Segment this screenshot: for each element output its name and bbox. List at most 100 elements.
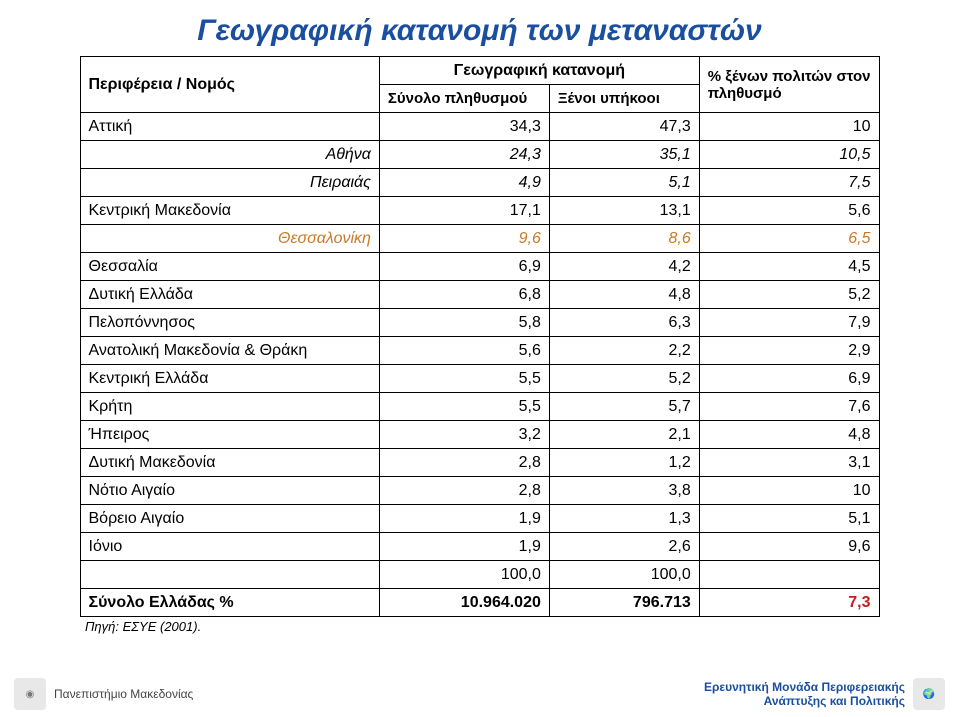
table-container: Περιφέρεια / Νομός Γεωγραφική κατανομή %… xyxy=(80,56,880,617)
table-row: Κεντρική Ελλάδα5,55,26,9 xyxy=(80,365,879,393)
cell-total: 1,9 xyxy=(379,505,549,533)
cell-pct: 5,1 xyxy=(699,505,879,533)
cell-pct: 4,5 xyxy=(699,253,879,281)
cell-pct: 7,5 xyxy=(699,169,879,197)
table-row: Βόρειο Αιγαίο1,91,35,1 xyxy=(80,505,879,533)
cell-totals-foreign: 796.713 xyxy=(549,589,699,617)
page-title: Γεωγραφική κατανομή των μεταναστών xyxy=(0,0,959,56)
cell-totals-label: Σύνολο Ελλάδας % xyxy=(80,589,379,617)
cell-totals-pct: 7,3 xyxy=(699,589,879,617)
cell-pct: 9,6 xyxy=(699,533,879,561)
table-row: Κεντρική Μακεδονία17,113,15,6 xyxy=(80,197,879,225)
cell-region: Θεσσαλία xyxy=(80,253,379,281)
cell-total: 9,6 xyxy=(379,225,549,253)
cell-region: Ανατολική Μακεδονία & Θράκη xyxy=(80,337,379,365)
subtotal-row: 100,0100,0 xyxy=(80,561,879,589)
cell-totals-total: 10.964.020 xyxy=(379,589,549,617)
th-pct: % ξένων πολιτών στον πληθυσμό xyxy=(699,57,879,113)
footer-left-text: Πανεπιστήμιο Μακεδονίας xyxy=(54,687,193,701)
cell-empty xyxy=(699,561,879,589)
table-row: Κρήτη5,55,77,6 xyxy=(80,393,879,421)
table-row: Ήπειρος3,22,14,8 xyxy=(80,421,879,449)
table-row: Αττική34,347,310 xyxy=(80,113,879,141)
footer-left: ◉ Πανεπιστήμιο Μακεδονίας xyxy=(14,678,193,710)
cell-foreign: 2,6 xyxy=(549,533,699,561)
research-unit-logo-icon: 🌍 xyxy=(913,678,945,710)
cell-region: Αθήνα xyxy=(80,141,379,169)
footer-right-line1: Ερευνητική Μονάδα Περιφερειακής xyxy=(704,680,905,694)
cell-pct: 6,9 xyxy=(699,365,879,393)
cell-total: 34,3 xyxy=(379,113,549,141)
cell-region: Ιόνιο xyxy=(80,533,379,561)
cell-foreign: 2,1 xyxy=(549,421,699,449)
cell-pct: 2,9 xyxy=(699,337,879,365)
cell-foreign: 2,2 xyxy=(549,337,699,365)
cell-region: Αττική xyxy=(80,113,379,141)
th-foreign: Ξένοι υπήκοοι xyxy=(549,85,699,113)
cell-region: Κεντρική Ελλάδα xyxy=(80,365,379,393)
cell-total: 6,8 xyxy=(379,281,549,309)
cell-pct: 5,6 xyxy=(699,197,879,225)
table-body: Αττική34,347,310Αθήνα24,335,110,5Πειραιά… xyxy=(80,113,879,617)
cell-region: Κρήτη xyxy=(80,393,379,421)
cell-foreign: 5,2 xyxy=(549,365,699,393)
cell-total: 1,9 xyxy=(379,533,549,561)
cell-foreign: 47,3 xyxy=(549,113,699,141)
cell-pct: 10,5 xyxy=(699,141,879,169)
cell-total: 3,2 xyxy=(379,421,549,449)
cell-foreign: 3,8 xyxy=(549,477,699,505)
cell-total: 5,5 xyxy=(379,365,549,393)
table-row: Θεσσαλία6,94,24,5 xyxy=(80,253,879,281)
cell-pct: 7,6 xyxy=(699,393,879,421)
table-row: Πειραιάς4,95,17,5 xyxy=(80,169,879,197)
footer: ◉ Πανεπιστήμιο Μακεδονίας Ερευνητική Μον… xyxy=(0,671,959,717)
cell-foreign: 1,3 xyxy=(549,505,699,533)
th-region: Περιφέρεια / Νομός xyxy=(80,57,379,113)
cell-foreign: 8,6 xyxy=(549,225,699,253)
cell-subtotal-foreign: 100,0 xyxy=(549,561,699,589)
cell-foreign: 1,2 xyxy=(549,449,699,477)
cell-pct: 4,8 xyxy=(699,421,879,449)
cell-total: 5,6 xyxy=(379,337,549,365)
cell-subtotal-total: 100,0 xyxy=(379,561,549,589)
university-logo-icon: ◉ xyxy=(14,678,46,710)
source-note: Πηγή: ΕΣΥΕ (2001). xyxy=(0,619,959,634)
cell-foreign: 4,2 xyxy=(549,253,699,281)
cell-total: 4,9 xyxy=(379,169,549,197)
cell-foreign: 5,7 xyxy=(549,393,699,421)
table-row: Δυτική Μακεδονία2,81,23,1 xyxy=(80,449,879,477)
cell-total: 2,8 xyxy=(379,477,549,505)
footer-right-line2: Ανάπτυξης και Πολιτικής xyxy=(704,694,905,708)
footer-right: Ερευνητική Μονάδα Περιφερειακής Ανάπτυξη… xyxy=(704,678,945,710)
cell-foreign: 35,1 xyxy=(549,141,699,169)
cell-pct: 7,9 xyxy=(699,309,879,337)
cell-pct: 6,5 xyxy=(699,225,879,253)
cell-total: 24,3 xyxy=(379,141,549,169)
cell-region: Πειραιάς xyxy=(80,169,379,197)
table-row: Νότιο Αιγαίο2,83,810 xyxy=(80,477,879,505)
table-row: Ιόνιο1,92,69,6 xyxy=(80,533,879,561)
cell-total: 5,8 xyxy=(379,309,549,337)
table-row: Θεσσαλονίκη9,68,66,5 xyxy=(80,225,879,253)
cell-pct: 5,2 xyxy=(699,281,879,309)
cell-pct: 3,1 xyxy=(699,449,879,477)
cell-pct: 10 xyxy=(699,113,879,141)
table-row: Αθήνα24,335,110,5 xyxy=(80,141,879,169)
table-row: Ανατολική Μακεδονία & Θράκη5,62,22,9 xyxy=(80,337,879,365)
cell-empty xyxy=(80,561,379,589)
cell-foreign: 5,1 xyxy=(549,169,699,197)
cell-region: Νότιο Αιγαίο xyxy=(80,477,379,505)
cell-pct: 10 xyxy=(699,477,879,505)
distribution-table: Περιφέρεια / Νομός Γεωγραφική κατανομή %… xyxy=(80,56,880,617)
table-row: Δυτική Ελλάδα6,84,85,2 xyxy=(80,281,879,309)
cell-foreign: 13,1 xyxy=(549,197,699,225)
table-row: Πελοπόννησος5,86,37,9 xyxy=(80,309,879,337)
cell-region: Θεσσαλονίκη xyxy=(80,225,379,253)
cell-foreign: 4,8 xyxy=(549,281,699,309)
totals-row: Σύνολο Ελλάδας %10.964.020796.7137,3 xyxy=(80,589,879,617)
th-total: Σύνολο πληθυσμού xyxy=(379,85,549,113)
cell-total: 5,5 xyxy=(379,393,549,421)
cell-region: Βόρειο Αιγαίο xyxy=(80,505,379,533)
cell-region: Πελοπόννησος xyxy=(80,309,379,337)
cell-total: 6,9 xyxy=(379,253,549,281)
